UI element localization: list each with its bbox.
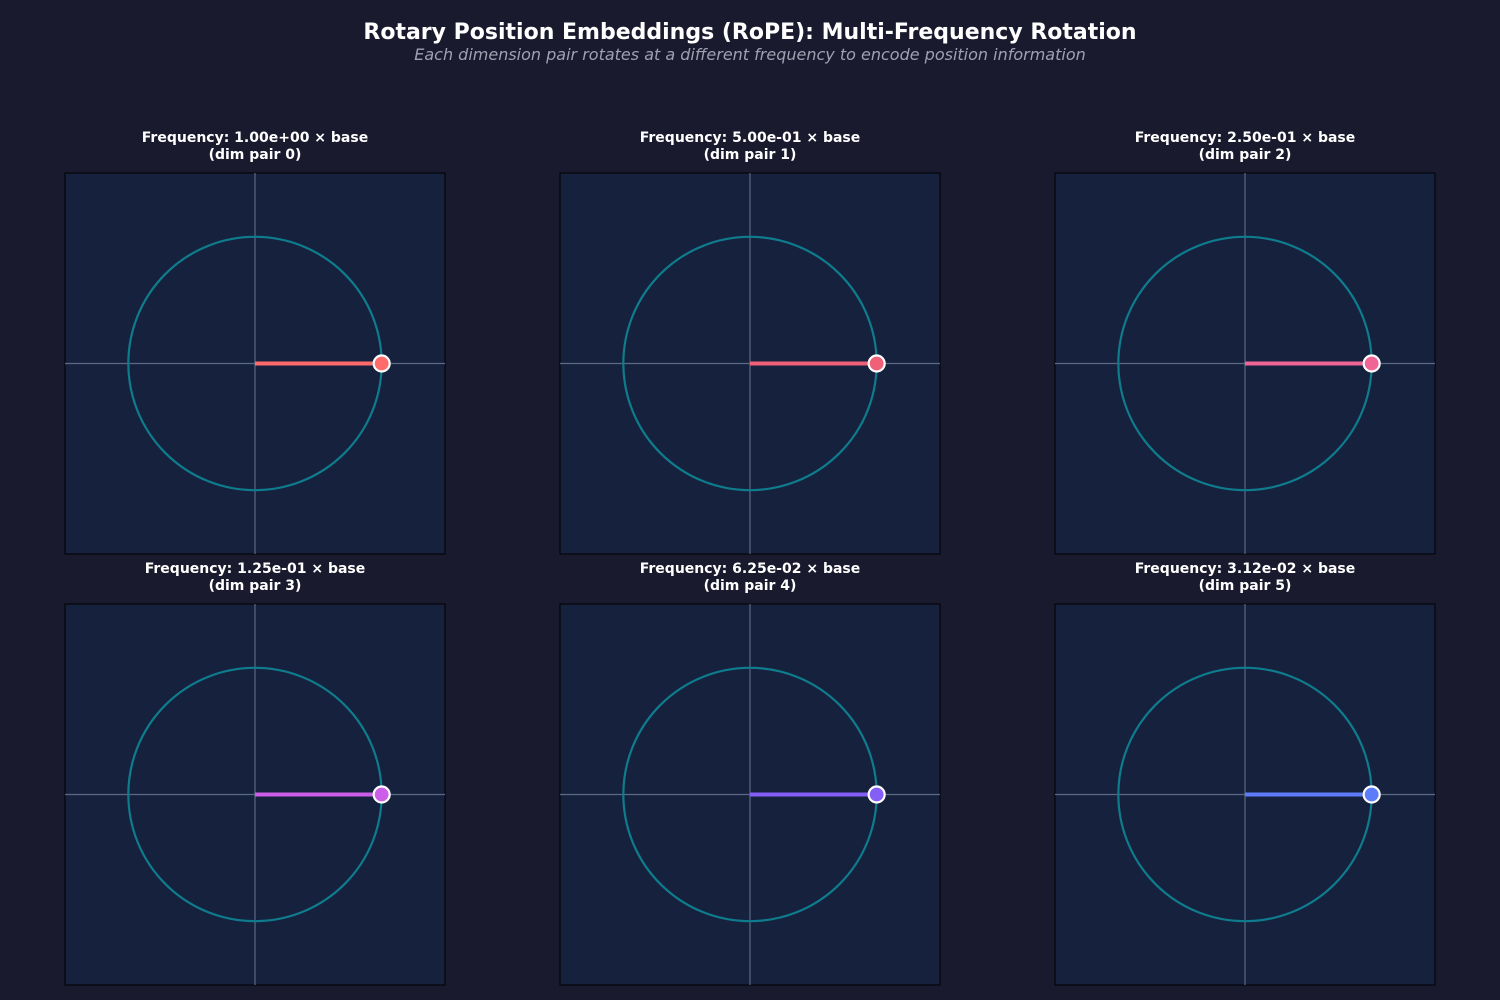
- subplot-4: Frequency: 6.25e-02 × base(dim pair 4): [559, 561, 941, 986]
- subplot-title-line2: (dim pair 0): [209, 147, 302, 163]
- vector-endpoint: [1362, 785, 1381, 804]
- subplot-title-line1: Frequency: 6.25e-02 × base: [640, 561, 861, 577]
- subplot-title-line1: Frequency: 5.00e-01 × base: [640, 130, 861, 146]
- subplot-title-line2: (dim pair 2): [1199, 147, 1292, 163]
- subplot-title-line1: Frequency: 3.12e-02 × base: [1135, 561, 1356, 577]
- subplot-5: Frequency: 3.12e-02 × base(dim pair 5): [1054, 561, 1436, 986]
- subplot-title-line2: (dim pair 3): [209, 578, 302, 594]
- figure-title: Rotary Position Embeddings (RoPE): Multi…: [363, 20, 1136, 45]
- subplot-title-line2: (dim pair 5): [1199, 578, 1292, 594]
- figure-subtitle: Each dimension pair rotates at a differe…: [414, 45, 1086, 64]
- vector-endpoint: [372, 785, 391, 804]
- subplot-3: Frequency: 1.25e-01 × base(dim pair 3): [64, 561, 446, 986]
- vector-endpoint: [1362, 354, 1381, 373]
- subplot-2: Frequency: 2.50e-01 × base(dim pair 2): [1054, 130, 1436, 555]
- vector-endpoint: [867, 785, 886, 804]
- subplot-title-line1: Frequency: 1.25e-01 × base: [145, 561, 366, 577]
- subplot-title-line2: (dim pair 4): [704, 578, 797, 594]
- vector-endpoint: [867, 354, 886, 373]
- vector-endpoint: [372, 354, 391, 373]
- subplot-title-line1: Frequency: 1.00e+00 × base: [142, 130, 368, 146]
- subplot-title-line1: Frequency: 2.50e-01 × base: [1135, 130, 1356, 146]
- subplot-0: Frequency: 1.00e+00 × base(dim pair 0): [64, 130, 446, 555]
- subplot-title-line2: (dim pair 1): [704, 147, 797, 163]
- subplot-1: Frequency: 5.00e-01 × base(dim pair 1): [559, 130, 941, 555]
